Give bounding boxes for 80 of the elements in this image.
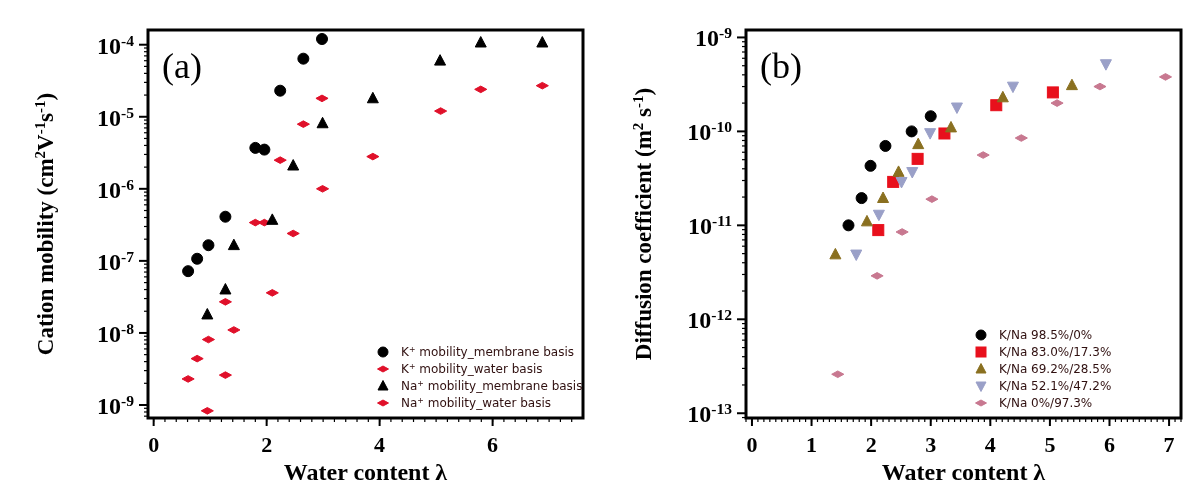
point	[219, 210, 232, 223]
point	[829, 247, 842, 260]
point	[201, 307, 214, 320]
legend-label: K/Na 52.1%/47.2%	[999, 379, 1112, 393]
point	[274, 84, 287, 97]
point	[266, 213, 279, 225]
y-tick-label: 10$^{-7}$	[97, 247, 135, 275]
legend-label: K$^{+}$ mobility_water basis	[401, 361, 543, 376]
point	[287, 159, 300, 171]
point	[855, 192, 868, 205]
x-tick-label: 2	[865, 432, 877, 457]
point	[906, 167, 919, 179]
point	[182, 265, 195, 278]
point	[434, 54, 447, 66]
point	[536, 36, 549, 48]
legend-label: K/Na 0%/97.3%	[999, 396, 1093, 410]
point	[892, 165, 905, 177]
point	[1006, 81, 1019, 94]
point	[191, 252, 204, 265]
point	[905, 125, 918, 138]
legend-label: K$^{+}$ mobility_membrane basis	[401, 344, 574, 359]
point	[895, 177, 908, 189]
legend-label: Na$^{+}$ mobility_membrane basis	[401, 378, 583, 393]
x-tick-label: 0	[746, 432, 758, 457]
y-tick-label: 10$^{-6}$	[97, 175, 135, 203]
x-tick-label: 6	[487, 432, 499, 457]
point	[474, 36, 487, 48]
point	[860, 214, 873, 227]
point	[202, 239, 215, 252]
y-tick-label: 10$^{-8}$	[97, 319, 135, 347]
text: (b)	[760, 46, 802, 86]
y-tick-label: 10$^{-9}$	[97, 391, 135, 419]
legend-label: K/Na 69.2%/28.5%	[999, 362, 1112, 376]
point	[990, 99, 1003, 112]
x-tick-label: 7	[1163, 432, 1175, 457]
point	[1046, 86, 1059, 99]
x-axis-title: Water content λ	[881, 459, 1046, 485]
x-tick-label: 6	[1103, 432, 1115, 457]
point	[911, 152, 924, 165]
x-axis-title: Water content λ	[283, 459, 448, 485]
point	[872, 209, 885, 222]
point	[924, 128, 937, 140]
x-tick-label: 0	[148, 432, 160, 457]
y-tick-label: 10$^{-4}$	[97, 31, 135, 59]
x-tick-label: 2	[261, 432, 273, 457]
point	[944, 120, 957, 133]
legend-label: K/Na 83.0%/17.3%	[999, 345, 1112, 359]
point	[219, 283, 232, 295]
point	[950, 102, 963, 114]
chart-title: (a)	[162, 46, 202, 86]
point	[842, 219, 855, 232]
y-tick-label: 10$^{-5}$	[97, 103, 135, 131]
point	[864, 159, 877, 172]
point	[227, 238, 240, 251]
point	[879, 139, 892, 152]
point	[297, 52, 310, 65]
x-tick-label: 4	[984, 432, 996, 457]
x-tick-label: 4	[374, 432, 386, 457]
point	[316, 33, 328, 45]
x-tick-label: 3	[925, 432, 937, 457]
y-tick-label: 10$^{-13}$	[687, 399, 733, 428]
x-tick-label: 1	[806, 432, 818, 457]
legend-label: Na$^{+}$ mobility_water basis	[401, 395, 551, 410]
point	[1099, 59, 1112, 71]
point	[996, 90, 1009, 103]
point	[877, 191, 890, 203]
point	[258, 143, 271, 156]
y-tick-label: 10$^{-9}$	[695, 23, 733, 52]
point	[1065, 78, 1078, 91]
y-tick-label: 10$^{-12}$	[687, 305, 733, 334]
point	[316, 116, 329, 129]
y-tick-label: 10$^{-11}$	[688, 211, 732, 240]
point	[366, 91, 379, 104]
point	[872, 224, 885, 237]
legend-label: K/Na 98.5%/0%	[999, 328, 1093, 342]
point	[912, 137, 925, 150]
y-tick-label: 10$^{-10}$	[687, 117, 733, 146]
x-tick-label: 5	[1044, 432, 1056, 457]
point	[850, 249, 863, 261]
point	[924, 110, 937, 123]
